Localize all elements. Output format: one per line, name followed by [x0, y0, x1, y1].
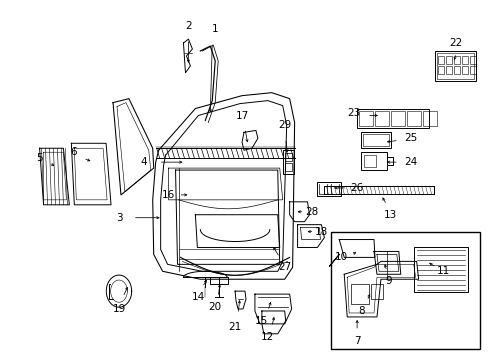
Text: 15: 15 — [255, 316, 268, 326]
Bar — [434, 51, 475, 81]
Text: 19: 19 — [112, 304, 125, 314]
Bar — [370, 284, 382, 299]
Text: 5: 5 — [36, 153, 43, 163]
Text: 26: 26 — [350, 183, 363, 193]
Text: 13: 13 — [384, 210, 397, 220]
Bar — [469, 66, 475, 74]
Text: 21: 21 — [228, 322, 241, 332]
Text: 6: 6 — [70, 147, 77, 157]
Bar — [364, 155, 375, 167]
Bar — [413, 247, 468, 292]
Text: 12: 12 — [261, 332, 274, 342]
Bar — [438, 56, 444, 64]
Text: 28: 28 — [304, 207, 318, 217]
Bar — [469, 56, 475, 64]
Text: 4: 4 — [140, 157, 147, 167]
Bar — [282, 150, 293, 174]
Text: 8: 8 — [357, 306, 364, 316]
Text: 3: 3 — [116, 213, 122, 223]
Bar — [362, 134, 388, 146]
Text: 27: 27 — [278, 262, 291, 272]
Bar — [461, 56, 468, 64]
Bar — [360, 132, 390, 148]
Bar — [406, 111, 420, 126]
Text: 9: 9 — [385, 276, 391, 286]
Bar — [436, 53, 473, 79]
Bar — [356, 109, 427, 129]
Text: 29: 29 — [278, 121, 291, 130]
Text: 7: 7 — [353, 336, 360, 346]
Bar — [390, 111, 404, 126]
Text: 25: 25 — [403, 133, 416, 143]
Text: 2: 2 — [185, 21, 191, 31]
Bar — [360, 152, 386, 170]
Text: 11: 11 — [436, 266, 449, 276]
Bar — [446, 66, 451, 74]
Text: 14: 14 — [191, 292, 204, 302]
Bar — [461, 66, 468, 74]
Bar — [446, 56, 451, 64]
Bar — [284, 163, 291, 171]
Text: 16: 16 — [162, 190, 175, 200]
Text: 1: 1 — [211, 24, 218, 34]
Bar — [358, 111, 372, 126]
Bar — [350, 284, 368, 304]
Bar — [331, 231, 479, 349]
Text: 23: 23 — [347, 108, 360, 117]
Bar — [284, 153, 291, 161]
Text: 22: 22 — [449, 38, 462, 48]
Text: 20: 20 — [208, 302, 222, 312]
Bar — [453, 66, 459, 74]
Text: 24: 24 — [403, 157, 416, 167]
Text: 17: 17 — [235, 111, 248, 121]
Bar — [422, 111, 436, 126]
Bar — [438, 66, 444, 74]
Text: 18: 18 — [314, 226, 327, 237]
Bar — [453, 56, 459, 64]
Bar — [317, 182, 341, 196]
Bar — [374, 111, 388, 126]
Text: 10: 10 — [334, 252, 347, 262]
